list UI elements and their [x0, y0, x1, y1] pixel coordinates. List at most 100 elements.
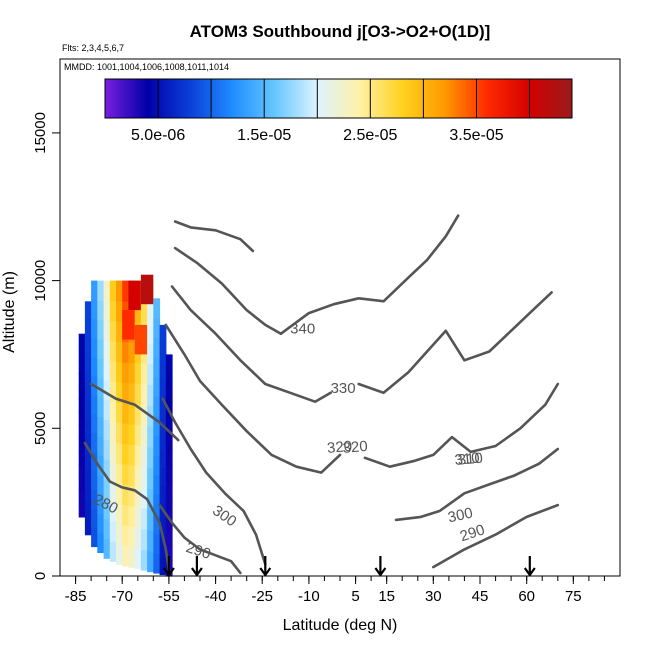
colorbar-label: 1.5e-05 — [237, 127, 291, 144]
contour-line — [158, 503, 242, 575]
heatmap-cell — [153, 494, 161, 515]
contour-label: 300 — [209, 502, 239, 530]
heatmap-hotspot — [140, 274, 154, 305]
x-tick-label: -25 — [251, 588, 273, 605]
x-tick-label: 60 — [518, 588, 535, 605]
heatmap-cell — [122, 524, 129, 546]
heatmap-cell — [153, 553, 161, 574]
heatmap-cell — [78, 477, 86, 492]
heatmap-cell — [147, 550, 154, 573]
heatmap-cell — [103, 439, 111, 460]
heatmap-cell — [116, 503, 123, 525]
heatmap-cell — [91, 337, 98, 358]
heatmap-cell — [128, 403, 136, 425]
y-tick-label: 15000 — [32, 112, 49, 154]
heatmap-cell — [91, 527, 98, 548]
heatmap-cell — [128, 464, 136, 486]
x-tick-label: 75 — [565, 588, 582, 605]
contour-line — [279, 214, 460, 335]
heatmap-cell — [97, 455, 105, 476]
x-tick-label: -40 — [205, 588, 227, 605]
heatmap-cell — [109, 280, 117, 302]
contour-line — [363, 382, 560, 468]
chart-title: ATOM3 Southbound j[O3->O2+O(1D)] — [190, 22, 491, 41]
heatmap-cell — [78, 346, 86, 361]
heatmap-cell — [103, 379, 111, 401]
heatmap-cell — [122, 504, 129, 526]
heatmap-cell — [165, 465, 173, 482]
heatmap-cell — [128, 526, 136, 548]
heatmap-cell — [109, 501, 117, 522]
heatmap-cell — [134, 424, 142, 446]
heatmap-hotspot — [122, 310, 135, 340]
heatmap-cell — [97, 435, 105, 456]
heatmap-cell — [128, 444, 136, 466]
heatmap-cell — [97, 533, 105, 553]
heatmap-cell — [147, 363, 154, 386]
heatmap-cell — [97, 358, 105, 379]
contour-label: 290 — [458, 521, 487, 545]
heatmap-cell — [147, 322, 154, 344]
heatmap-cell — [78, 333, 86, 348]
heatmap-cell — [122, 463, 129, 485]
heatmap-cell — [109, 360, 117, 382]
heatmap-cell — [78, 464, 86, 479]
heatmap-cell — [84, 501, 92, 519]
heatmap-cell — [165, 544, 173, 561]
heatmap-cell — [159, 396, 167, 415]
heatmap-cell — [78, 386, 86, 400]
heatmap-cell — [140, 446, 148, 468]
y-tick-label: 0 — [32, 572, 49, 580]
heatmap-cell — [128, 362, 136, 384]
heatmap-cell — [84, 434, 92, 452]
heatmap-cell — [109, 541, 117, 562]
heatmap-cell — [84, 384, 92, 402]
heatmap-cell — [84, 301, 92, 319]
heatmap-cell — [153, 533, 161, 554]
heatmap-cell — [97, 338, 105, 359]
heatmap-cell — [159, 556, 167, 576]
heatmap-cell — [91, 280, 98, 301]
heatmap-cell — [78, 451, 86, 466]
y-tick-label: 5000 — [32, 412, 49, 445]
x-tick-label: -55 — [158, 588, 180, 605]
contour-label: 320 — [342, 438, 368, 457]
heatmap-cell — [147, 446, 154, 469]
heatmap-cell — [122, 484, 129, 506]
heatmap-cell — [84, 334, 92, 352]
x-tick-label: 30 — [425, 588, 442, 605]
heatmap-cell — [116, 361, 123, 383]
heatmap-cell — [134, 362, 142, 385]
heatmap-cell — [140, 528, 148, 550]
heatmap-cell — [78, 438, 86, 453]
contour-line — [394, 447, 560, 522]
heatmap-cell — [103, 300, 111, 321]
heatmap-cell — [97, 280, 105, 301]
heatmap-cell — [97, 513, 105, 534]
heatmap-cell — [153, 396, 161, 417]
heatmap-cell — [84, 417, 92, 436]
heatmap-cell — [103, 340, 111, 361]
heatmap-cell — [116, 483, 123, 505]
flight-arrow — [259, 556, 272, 577]
flight-arrow — [523, 556, 536, 577]
heatmap-cell — [134, 404, 142, 426]
contour-line — [173, 246, 283, 335]
heatmap-cell — [134, 445, 142, 467]
heatmap-cell — [165, 528, 173, 545]
y-tick-label: 10000 — [32, 260, 49, 302]
heatmap-cell — [153, 416, 161, 437]
x-tick-label: -70 — [111, 588, 133, 605]
heatmap-cell — [84, 451, 92, 469]
heatmap-cell — [140, 425, 148, 447]
heatmap-cell — [103, 399, 111, 420]
heatmap-hotspot — [134, 324, 148, 355]
heatmap-cell — [91, 318, 98, 339]
heatmap-cell — [116, 321, 123, 342]
heatmap-cell — [165, 496, 173, 514]
heatmap-layer — [78, 274, 173, 577]
heatmap-cell — [91, 356, 98, 377]
contour-label: 300 — [446, 505, 474, 527]
heatmap-cell — [103, 498, 111, 520]
